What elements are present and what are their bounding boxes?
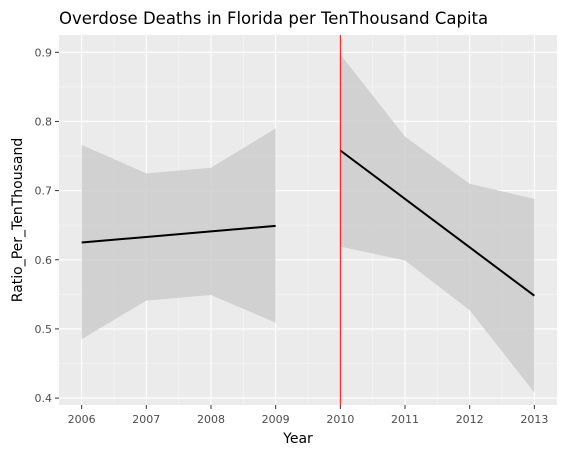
x-tick-label: 2006 [68,413,96,426]
y-tick-label: 0.4 [35,392,53,405]
x-tick-label: 2012 [456,413,484,426]
y-tick-labels: 0.4 0.5 0.6 0.7 0.8 0.9 [35,46,53,405]
x-tick-label: 2008 [197,413,225,426]
x-tick-labels: 2006 2007 2008 2009 2010 2011 2012 2013 [68,413,549,426]
axis-ticks [55,51,535,409]
x-tick-label: 2007 [132,413,160,426]
y-tick-label: 0.9 [35,46,53,59]
x-tick-label: 2009 [262,413,290,426]
y-tick-label: 0.6 [35,254,53,267]
trend-line-2 [339,149,535,297]
trend-line-1 [81,224,276,244]
y-tick-label: 0.5 [35,323,53,336]
x-axis-title: Year [282,431,313,447]
trend-lines [81,149,535,297]
x-tick-label: 2010 [326,413,354,426]
x-tick-label: 2013 [520,413,548,426]
y-axis-title: Ratio_Per_TenThousand [10,138,26,302]
x-tick-label: 2011 [391,413,419,426]
chart-title: Overdose Deaths in Florida per TenThousa… [59,9,488,28]
y-tick-label: 0.8 [35,115,53,128]
y-tick-label: 0.7 [35,185,53,198]
